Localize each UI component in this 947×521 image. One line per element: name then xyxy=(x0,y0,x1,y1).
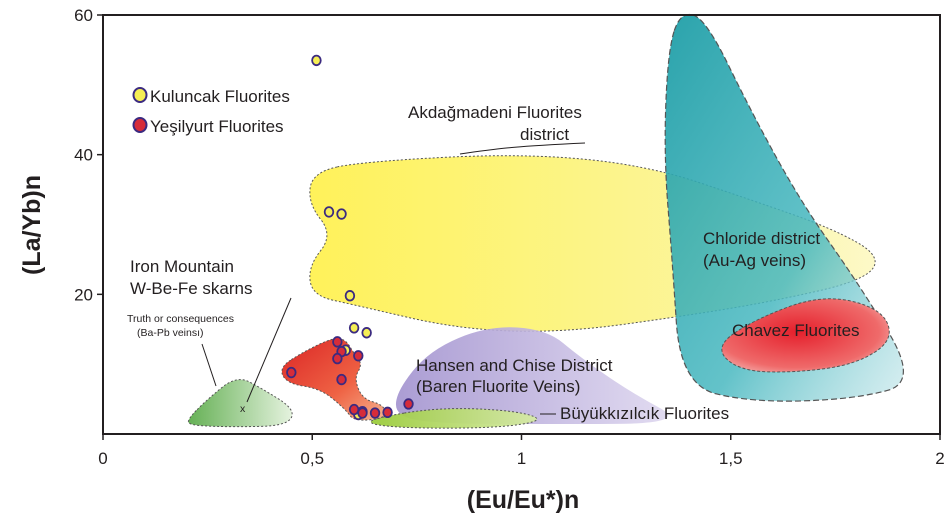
legend-marker-kuluncak xyxy=(132,87,148,103)
yesilyurt-point xyxy=(382,406,393,419)
yesilyurt-point xyxy=(332,336,343,348)
yesilyurt-point xyxy=(286,366,297,379)
x-tick-label: 0 xyxy=(98,449,107,468)
yesilyurt-point xyxy=(403,398,414,410)
chavez-label: Chavez Fluorites xyxy=(732,321,860,340)
kuluncak-point xyxy=(323,206,335,218)
y-tick-label: 20 xyxy=(74,285,93,304)
iron-mountain-label-line1: Iron Mountain xyxy=(130,257,234,276)
kuluncak-point xyxy=(311,54,322,67)
y-axis-title: (La/Yb)n xyxy=(18,175,46,275)
x-axis-title: (Eu/Eu*)n xyxy=(467,486,580,514)
truth-field xyxy=(187,379,293,428)
yesilyurt-point xyxy=(332,352,343,365)
yesilyurt-point xyxy=(353,350,364,362)
legend-label-yesilyurt: Yeşilyurt Fluorites xyxy=(150,117,284,136)
regions xyxy=(187,13,904,429)
akdagmadeni-label-line1: Akdağmadeni Fluorites xyxy=(408,103,582,122)
points xyxy=(286,54,414,421)
kuluncak-point xyxy=(361,327,372,339)
truth-leader xyxy=(201,343,217,387)
y-tick-label: 60 xyxy=(74,6,93,25)
x-tick-label: 0,5 xyxy=(300,449,324,468)
kuluncak-point xyxy=(336,208,347,220)
legend-label-kuluncak: Kuluncak Fluorites xyxy=(150,87,290,106)
chloride-label-line1: Chloride district xyxy=(703,229,820,248)
leader-lines xyxy=(201,142,586,415)
x-tick-label: 1 xyxy=(517,449,526,468)
iron-mountain-leader xyxy=(246,297,292,403)
hansen-label-line1: Hansen and Chise District xyxy=(416,356,613,375)
buyukkizilcik-label: Büyükkızılcık Fluorites xyxy=(560,404,729,423)
akdagmadeni-label-line2: district xyxy=(520,125,569,144)
chavez-field xyxy=(721,298,890,373)
iron-mountain-marker: x xyxy=(240,403,246,415)
kuluncak-point xyxy=(344,290,356,302)
legend: Kuluncak Fluorites Yeşilyurt Fluorites xyxy=(132,87,290,136)
yesilyurt-point xyxy=(369,407,381,419)
annotations: Akdağmadeni Fluorites district Chloride … xyxy=(127,103,860,423)
yesilyurt-point xyxy=(348,403,360,416)
kuluncak-point xyxy=(348,322,360,334)
y-tick-label: 40 xyxy=(74,146,93,165)
hansen-label-line2: (Baren Fluorite Veins) xyxy=(416,377,580,396)
buyukkizilcik-field xyxy=(370,408,538,429)
legend-marker-yesilyurt xyxy=(132,117,148,133)
chloride-label-line2: (Au-Ag veins) xyxy=(703,251,806,270)
x-tick-label: 2 xyxy=(935,449,944,468)
iron-mountain-label-line2: W-Be-Fe skarns xyxy=(130,279,253,298)
x-tick-label: 1,5 xyxy=(719,449,743,468)
truth-label-line2: (Ba-Pb veinsı) xyxy=(137,327,204,339)
yesilyurt-field xyxy=(281,338,387,421)
yesilyurt-point xyxy=(336,373,347,386)
hansen-field xyxy=(395,327,668,425)
ticks: 0 0,5 1 1,5 2 20 40 60 xyxy=(74,6,945,468)
akdagmadeni-leader xyxy=(459,142,586,155)
yesilyurt-point xyxy=(357,407,368,419)
truth-label-line1: Truth or consequences xyxy=(127,313,234,325)
